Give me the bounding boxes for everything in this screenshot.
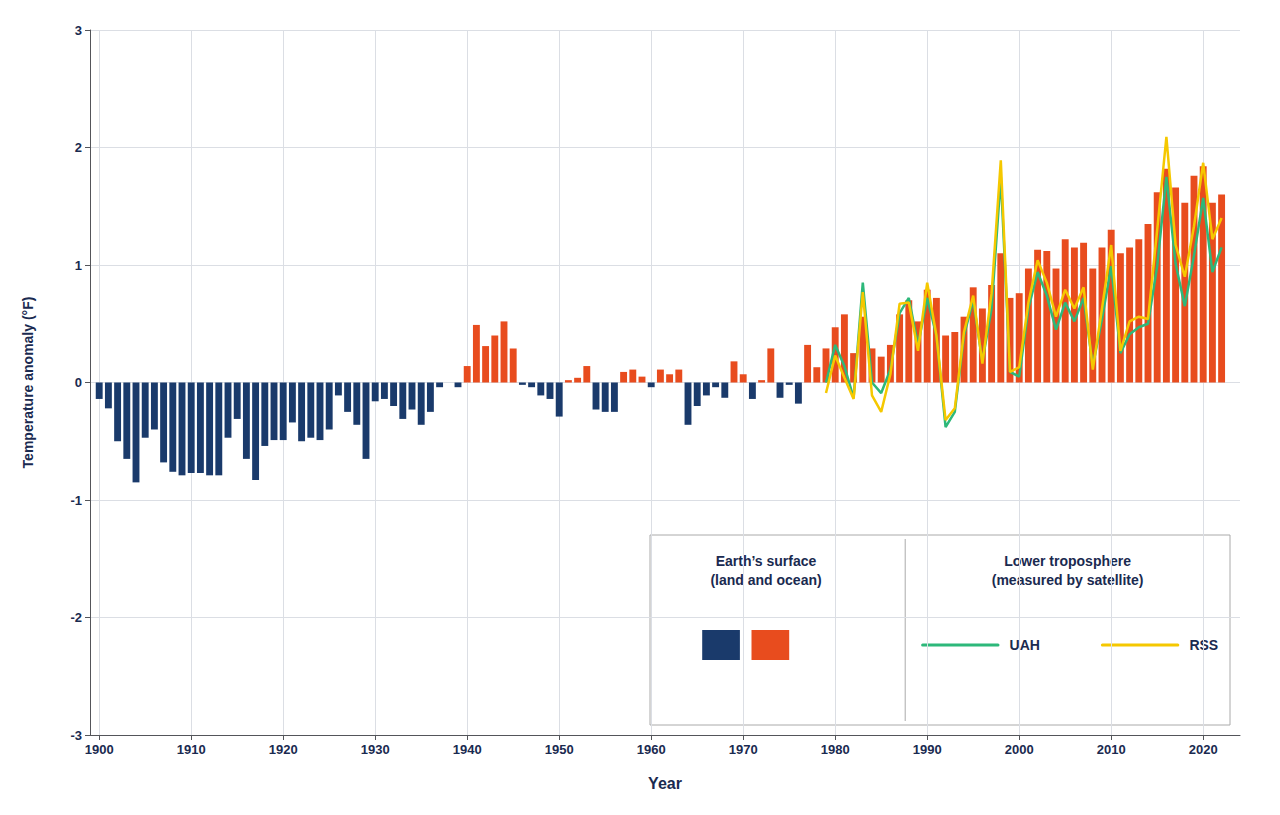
svg-text:-3: -3 bbox=[70, 728, 82, 743]
svg-text:1900: 1900 bbox=[85, 742, 114, 757]
svg-text:1980: 1980 bbox=[821, 742, 850, 757]
svg-text:Earth’s surface: Earth’s surface bbox=[716, 553, 817, 569]
svg-text:(measured by satellite): (measured by satellite) bbox=[992, 572, 1144, 588]
svg-text:1920: 1920 bbox=[269, 742, 298, 757]
svg-text:2000: 2000 bbox=[1005, 742, 1034, 757]
svg-text:1930: 1930 bbox=[361, 742, 390, 757]
svg-text:RSS: RSS bbox=[1189, 637, 1219, 653]
svg-text:1910: 1910 bbox=[177, 742, 206, 757]
svg-text:Lower troposphere: Lower troposphere bbox=[1004, 553, 1131, 569]
svg-text:1950: 1950 bbox=[545, 742, 574, 757]
svg-text:1990: 1990 bbox=[913, 742, 942, 757]
svg-text:2010: 2010 bbox=[1097, 742, 1126, 757]
svg-text:Year: Year bbox=[648, 775, 682, 792]
svg-text:2: 2 bbox=[75, 140, 82, 155]
svg-text:1960: 1960 bbox=[637, 742, 666, 757]
svg-text:-1: -1 bbox=[70, 493, 82, 508]
svg-text:1: 1 bbox=[75, 258, 82, 273]
svg-text:Temperature anomaly (°F): Temperature anomaly (°F) bbox=[20, 297, 36, 469]
svg-text:1940: 1940 bbox=[453, 742, 482, 757]
svg-text:2020: 2020 bbox=[1189, 742, 1218, 757]
svg-text:3: 3 bbox=[75, 23, 82, 38]
svg-text:0: 0 bbox=[75, 375, 82, 390]
svg-text:1970: 1970 bbox=[729, 742, 758, 757]
svg-text:(land and ocean): (land and ocean) bbox=[710, 572, 821, 588]
svg-text:UAH: UAH bbox=[1010, 637, 1040, 653]
svg-text:-2: -2 bbox=[70, 610, 82, 625]
